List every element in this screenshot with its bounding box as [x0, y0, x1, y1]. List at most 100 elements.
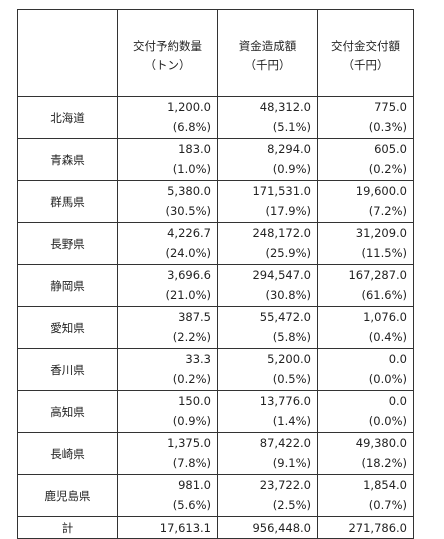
table-row: 北海道 1,200.0 (6.8%) 48,312.0 (5.1%) 775.0 (0.3%…: [17, 96, 414, 139]
grant-percent: (0.4%): [368, 330, 407, 344]
fund-cell: 13,776.0 (1.4%): [217, 390, 318, 433]
quantity-percent: (24.0%): [165, 246, 211, 260]
grant-value: 1,854.0: [363, 478, 407, 492]
grant-percent: (0.0%): [368, 414, 407, 428]
quantity-cell: 1,375.0 (7.8%): [117, 432, 218, 475]
grant-cell: 0.0 (0.0%): [317, 348, 414, 391]
prefecture-name: 青森県: [17, 138, 118, 181]
quantity-percent: (1.0%): [172, 162, 211, 176]
fund-percent: (30.8%): [265, 288, 311, 302]
quantity-cell: 3,696.6 (21.0%): [117, 264, 218, 307]
grant-value: 31,209.0: [355, 226, 407, 240]
table-row: 香川県 33.3 (0.2%) 5,200.0 (0.5%) 0.0 (0.0%): [17, 348, 414, 391]
fund-percent: (9.1%): [272, 456, 311, 470]
grant-value: 605.0: [374, 142, 407, 156]
quantity-value: 981.0: [178, 478, 211, 492]
data-table: 交付予約数量 （トン） 資金造成額 （千円） 交付金交付額 （千円） 北海道 1,…: [17, 9, 414, 539]
fund-value: 5,200.0: [267, 352, 311, 366]
prefecture-name: 愛知県: [17, 306, 118, 349]
grant-value: 0.0: [388, 352, 407, 366]
header-grant: 交付金交付額 （千円）: [317, 9, 414, 97]
quantity-percent: (6.8%): [172, 120, 211, 134]
table-row: 鹿児島県 981.0 (5.6%) 23,722.0 (2.5%) 1,854.0 (0.7…: [17, 474, 414, 517]
fund-percent: (2.5%): [272, 498, 311, 512]
header-quantity-title: 交付予約数量: [133, 39, 202, 53]
fund-value: 48,312.0: [259, 100, 311, 114]
fund-cell: 171,531.0 (17.9%): [217, 180, 318, 223]
prefecture-name: 鹿児島県: [17, 474, 118, 517]
fund-value: 294,547.0: [252, 268, 311, 282]
fund-cell: 5,200.0 (0.5%): [217, 348, 318, 391]
prefecture-name: 高知県: [17, 390, 118, 433]
quantity-value: 3,696.6: [167, 268, 211, 282]
fund-percent: (1.4%): [272, 414, 311, 428]
fund-value: 248,172.0: [252, 226, 311, 240]
header-row: 交付予約数量 （トン） 資金造成額 （千円） 交付金交付額 （千円）: [17, 9, 414, 97]
fund-percent: (17.9%): [265, 204, 311, 218]
header-quantity: 交付予約数量 （トン）: [117, 9, 218, 97]
grant-cell: 775.0 (0.3%): [317, 96, 414, 139]
header-corner: [17, 9, 118, 97]
grant-percent: (11.5%): [361, 246, 407, 260]
fund-value: 171,531.0: [252, 184, 311, 198]
quantity-value: 387.5: [178, 310, 211, 324]
fund-percent: (0.5%): [272, 372, 311, 386]
quantity-cell: 981.0 (5.6%): [117, 474, 218, 517]
grant-percent: (0.2%): [368, 162, 407, 176]
table-row: 群馬県 5,380.0 (30.5%) 171,531.0 (17.9%) 19,600.…: [17, 180, 414, 223]
grant-cell: 19,600.0 (7.2%): [317, 180, 414, 223]
grant-cell: 167,287.0 (61.6%): [317, 264, 414, 307]
quantity-value: 1,375.0: [167, 436, 211, 450]
table-row: 愛知県 387.5 (2.2%) 55,472.0 (5.8%) 1,076.0 (0.4%…: [17, 306, 414, 349]
prefecture-name: 静岡県: [17, 264, 118, 307]
header-quantity-unit: （トン）: [144, 58, 191, 72]
prefecture-name: 香川県: [17, 348, 118, 391]
header-fund: 資金造成額 （千円）: [217, 9, 318, 97]
grant-value: 19,600.0: [355, 184, 407, 198]
fund-cell: 248,172.0 (25.9%): [217, 222, 318, 265]
fund-cell: 87,422.0 (9.1%): [217, 432, 318, 475]
header-grant-title: 交付金交付額: [331, 39, 400, 53]
total-fund: 956,448.0: [217, 516, 318, 539]
grant-cell: 1,854.0 (0.7%): [317, 474, 414, 517]
fund-percent: (5.1%): [272, 120, 311, 134]
quantity-cell: 150.0 (0.9%): [117, 390, 218, 433]
quantity-value: 4,226.7: [167, 226, 211, 240]
grant-cell: 605.0 (0.2%): [317, 138, 414, 181]
quantity-value: 1,200.0: [167, 100, 211, 114]
header-fund-title: 資金造成額: [238, 39, 297, 53]
quantity-percent: (0.9%): [172, 414, 211, 428]
quantity-percent: (7.8%): [172, 456, 211, 470]
prefecture-name: 長崎県: [17, 432, 118, 475]
quantity-value: 150.0: [178, 394, 211, 408]
total-row: 計 17,613.1 956,448.0 271,786.0: [17, 516, 414, 539]
total-label: 計: [17, 516, 118, 539]
fund-value: 55,472.0: [259, 310, 311, 324]
quantity-percent: (2.2%): [172, 330, 211, 344]
quantity-percent: (0.2%): [172, 372, 211, 386]
grant-value: 167,287.0: [348, 268, 407, 282]
fund-cell: 294,547.0 (30.8%): [217, 264, 318, 307]
header-fund-unit: （千円）: [244, 58, 291, 72]
fund-cell: 23,722.0 (2.5%): [217, 474, 318, 517]
grant-value: 0.0: [388, 394, 407, 408]
fund-value: 87,422.0: [259, 436, 311, 450]
grant-value: 775.0: [374, 100, 407, 114]
quantity-cell: 1,200.0 (6.8%): [117, 96, 218, 139]
grant-value: 1,076.0: [363, 310, 407, 324]
grant-percent: (0.7%): [368, 498, 407, 512]
prefecture-name: 長野県: [17, 222, 118, 265]
fund-percent: (5.8%): [272, 330, 311, 344]
grant-cell: 49,380.0 (18.2%): [317, 432, 414, 475]
grant-percent: (61.6%): [361, 288, 407, 302]
quantity-cell: 33.3 (0.2%): [117, 348, 218, 391]
quantity-cell: 5,380.0 (30.5%): [117, 180, 218, 223]
table-row: 長崎県 1,375.0 (7.8%) 87,422.0 (9.1%) 49,380.0 (1…: [17, 432, 414, 475]
fund-percent: (0.9%): [272, 162, 311, 176]
quantity-percent: (30.5%): [165, 204, 211, 218]
grant-cell: 31,209.0 (11.5%): [317, 222, 414, 265]
quantity-value: 33.3: [185, 352, 211, 366]
quantity-percent: (21.0%): [165, 288, 211, 302]
quantity-value: 183.0: [178, 142, 211, 156]
table-row: 長野県 4,226.7 (24.0%) 248,172.0 (25.9%) 31,209.…: [17, 222, 414, 265]
